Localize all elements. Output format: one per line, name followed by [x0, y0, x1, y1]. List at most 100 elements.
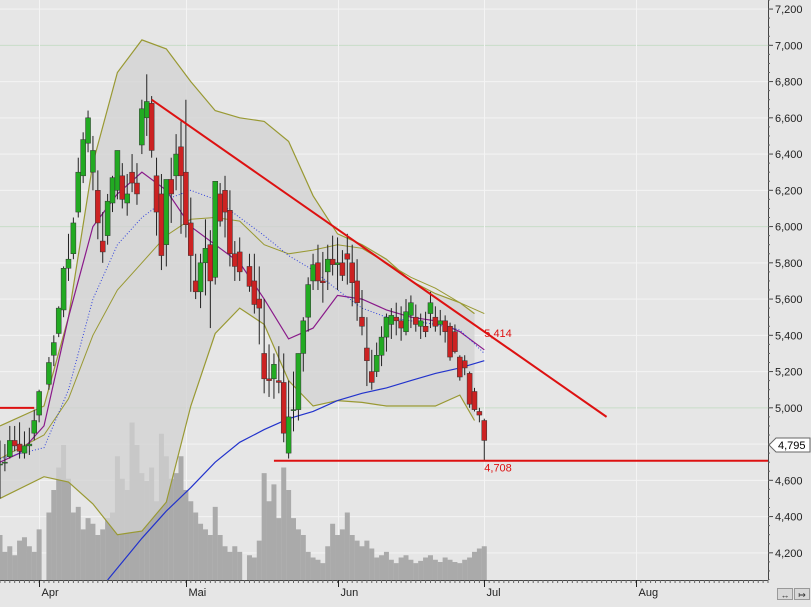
candle-up: [417, 320, 424, 327]
candle-down: [119, 175, 126, 200]
sma-dotted-line: [0, 189, 485, 460]
volume-bar: [110, 512, 116, 580]
volume-bar: [188, 501, 194, 580]
y-tick-label: 5,800: [775, 258, 803, 270]
y-tick-label: 5,200: [775, 367, 803, 379]
candle-down: [320, 280, 326, 283]
volume-bar: [413, 563, 419, 580]
trendline-label: 5,414: [484, 328, 512, 340]
candle-down: [364, 347, 370, 361]
x-tick-label: Mai: [189, 587, 207, 599]
volume-bar: [202, 529, 208, 580]
candle-down: [99, 240, 106, 253]
candle-up: [163, 179, 170, 245]
candle-up: [437, 320, 444, 325]
volume-bar: [467, 557, 473, 580]
candle-down: [178, 146, 184, 177]
candle-down: [11, 440, 18, 447]
volume-bar: [423, 557, 429, 580]
candle-down: [354, 280, 360, 303]
volume-bar: [437, 562, 443, 580]
volume-bar: [95, 535, 101, 580]
y-tick-label: 7,200: [775, 4, 803, 16]
y-tick-label: 6,200: [775, 185, 803, 197]
y-axis-panel: [768, 0, 811, 602]
candle-down: [188, 222, 194, 256]
volume-bar: [481, 546, 487, 580]
volume-bar: [295, 529, 301, 580]
volume-bar: [100, 529, 106, 580]
candle-down: [251, 280, 258, 305]
volume-bar: [476, 548, 482, 580]
volume-bar: [383, 551, 389, 580]
volume-bar: [0, 535, 3, 580]
volume-bar: [339, 529, 345, 580]
candle-down: [222, 190, 228, 213]
volume-bar: [344, 512, 350, 580]
candle-down: [447, 326, 453, 358]
scroll-both-icon[interactable]: ↔: [777, 588, 793, 600]
candle-up: [51, 342, 57, 356]
candle-down: [442, 320, 448, 332]
volume-bar: [452, 562, 458, 580]
candle-up: [75, 171, 82, 213]
candle-down: [236, 251, 243, 273]
candle-up: [31, 420, 37, 434]
x-tick-label: Jul: [487, 587, 501, 599]
candle-down: [471, 391, 478, 410]
volume-bar: [178, 456, 184, 580]
volume-bar: [217, 535, 223, 580]
candle-down: [148, 103, 155, 151]
candle-up: [212, 181, 218, 278]
middle-band-line: [0, 216, 485, 460]
y-tick-label: 5,600: [775, 294, 803, 306]
y-tick-label: 6,600: [775, 113, 803, 125]
volume-bar: [75, 506, 81, 580]
candle-down: [246, 266, 253, 287]
lower-band-line: [0, 307, 476, 536]
volume-bar: [168, 478, 174, 580]
candle-up: [109, 177, 116, 204]
y-tick-label: 5,400: [775, 330, 803, 342]
candle-down: [398, 320, 404, 329]
candle-down: [280, 382, 287, 434]
volume-bar: [193, 512, 199, 580]
candle-up: [290, 409, 297, 411]
support-label: 4,708: [484, 463, 512, 475]
volume-bar: [427, 555, 433, 580]
volume-bar: [198, 523, 204, 580]
candle-up: [90, 150, 96, 173]
candle-down: [359, 316, 365, 327]
y-tick-label: 6,000: [775, 222, 803, 234]
candle-down: [466, 373, 473, 405]
resistance-trendline: [151, 98, 608, 418]
volume-bar: [61, 445, 67, 580]
volume-bar: [349, 535, 355, 580]
candle-up: [7, 440, 13, 457]
candle-down: [183, 171, 189, 225]
expand-icon[interactable]: ↦: [794, 588, 810, 600]
volume-bar: [315, 559, 321, 580]
volume-bar: [281, 467, 287, 580]
candle-down: [266, 378, 272, 381]
volume-bar: [232, 546, 238, 580]
volume-bar: [471, 551, 477, 580]
volume-bar: [266, 501, 272, 580]
volume-bar: [335, 535, 341, 580]
candle-up: [26, 443, 33, 447]
volume-bar: [222, 546, 228, 580]
volume-bar: [408, 559, 414, 580]
candle-down: [349, 262, 355, 283]
volume-bar: [388, 559, 394, 580]
candle-up: [427, 302, 434, 314]
candle-up: [202, 248, 209, 264]
candle-up: [295, 353, 302, 410]
candle-down: [369, 371, 375, 383]
volume-bar: [305, 551, 311, 580]
last-price-label: 4,795: [778, 440, 806, 452]
volume-bar: [212, 506, 218, 580]
y-tick-label: 6,800: [775, 77, 803, 89]
candle-down: [16, 443, 23, 452]
candle-down: [232, 253, 238, 267]
